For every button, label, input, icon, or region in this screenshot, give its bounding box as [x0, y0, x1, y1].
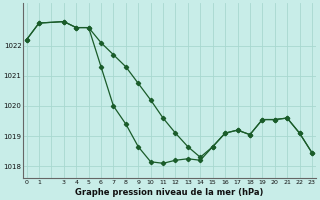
X-axis label: Graphe pression niveau de la mer (hPa): Graphe pression niveau de la mer (hPa) [75, 188, 263, 197]
